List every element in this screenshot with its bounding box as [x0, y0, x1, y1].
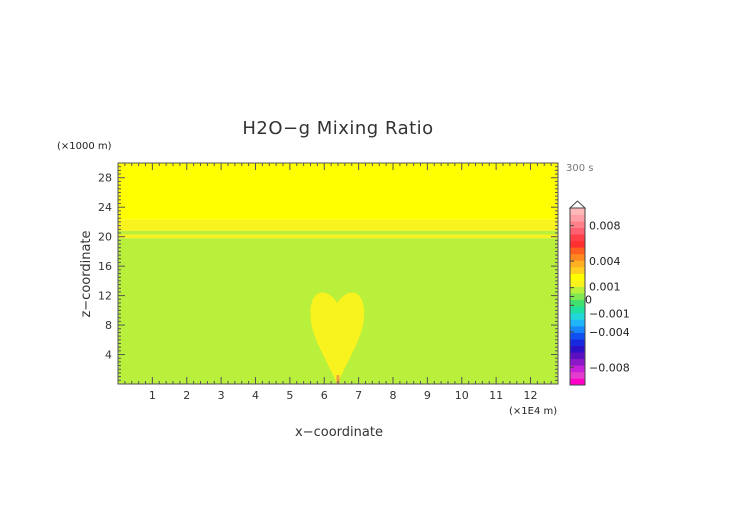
- heatmap-layer: [118, 230, 558, 235]
- colorbar-swatch: [570, 260, 585, 268]
- colorbar-swatch: [570, 293, 585, 301]
- y-tick-label: 24: [98, 201, 112, 214]
- colorbar-swatch: [570, 371, 585, 379]
- colorbar-swatch: [570, 345, 585, 353]
- colorbar-swatch: [570, 339, 585, 346]
- x-tick-label: 7: [355, 389, 362, 402]
- x-tick-label: 3: [218, 389, 225, 402]
- plume-core: [336, 375, 340, 384]
- x-tick-label: 11: [489, 389, 503, 402]
- colorbar-tick-label: 0.001: [589, 281, 621, 294]
- plume-region: [310, 292, 365, 384]
- x-tick-label: 2: [183, 389, 190, 402]
- colorbar-swatch: [570, 365, 585, 373]
- colorbar-tick-label: −0.004: [589, 326, 630, 339]
- plume-layer: [310, 292, 365, 384]
- colorbar-swatch: [570, 280, 585, 287]
- colorbar-swatch: [570, 319, 585, 327]
- colorbar-swatch: [570, 208, 585, 215]
- colorbar-tick-label: 0.008: [589, 220, 621, 233]
- x-tick-label: 5: [286, 389, 293, 402]
- colorbar-swatch: [570, 332, 585, 340]
- colorbar-swatch: [570, 247, 585, 255]
- colorbar-tick-label: 0: [585, 294, 592, 307]
- x-tick-label: 4: [252, 389, 259, 402]
- colorbar-swatch: [570, 352, 585, 360]
- x-unit-label: (×1E4 m): [509, 406, 557, 417]
- colorbar-swatch: [570, 326, 585, 333]
- colorbar-swatch: [570, 299, 585, 307]
- colorbar-extend-arrow: [568, 200, 587, 209]
- y-axis-label: z−coordinate: [79, 230, 94, 317]
- colorbar-tick-label: −0.001: [589, 307, 630, 320]
- x-tick-labels: 1 2 3 4 5 6 7 8 9 10 11 12: [149, 389, 538, 402]
- y-tick-label: 28: [98, 172, 112, 185]
- x-tick-label: 12: [524, 389, 538, 402]
- y-tick-label: 16: [98, 260, 112, 273]
- chart-title: H2O−g Mixing Ratio: [242, 118, 433, 139]
- y-tick-label: 4: [105, 349, 112, 362]
- x-tick-label: 6: [321, 389, 328, 402]
- colorbar-swatch: [570, 214, 585, 222]
- axis-ticks: [117, 162, 559, 385]
- x-tick-label: 10: [455, 389, 469, 402]
- y-unit-label: (×1000 m): [57, 141, 112, 152]
- colorbar-swatch: [570, 234, 585, 242]
- y-tick-label: 12: [98, 290, 112, 303]
- y-tick-labels: 4 8 12 16 20 24 28: [98, 172, 112, 362]
- heatmap-layer: [118, 163, 558, 220]
- x-tick-label: 9: [424, 389, 431, 402]
- colorbar-swatch: [570, 267, 585, 274]
- colorbar-swatch: [570, 253, 585, 261]
- time-label: 300 s: [566, 163, 593, 174]
- colorbar-swatch: [570, 306, 585, 314]
- colorbar-swatch: [570, 378, 585, 386]
- heatmap-layer: [118, 219, 558, 231]
- colorbar-tick-label: −0.008: [589, 361, 630, 374]
- colorbar-swatch: [570, 358, 585, 366]
- colorbar-swatch: [570, 312, 585, 320]
- colorbar-swatch: [570, 286, 585, 294]
- colorbar-swatch: [570, 221, 585, 228]
- x-tick-label: 1: [149, 389, 156, 402]
- x-axis-label: x−coordinate: [295, 425, 383, 440]
- colorbar-swatch: [570, 227, 585, 235]
- x-tick-label: 8: [390, 389, 397, 402]
- y-tick-label: 20: [98, 231, 112, 244]
- colorbar-swatch: [570, 273, 585, 281]
- colorbar-swatch: [570, 240, 585, 248]
- heatmap-layer: [118, 234, 558, 239]
- colorbar-tick-label: 0.004: [589, 255, 621, 268]
- y-tick-label: 8: [105, 319, 112, 332]
